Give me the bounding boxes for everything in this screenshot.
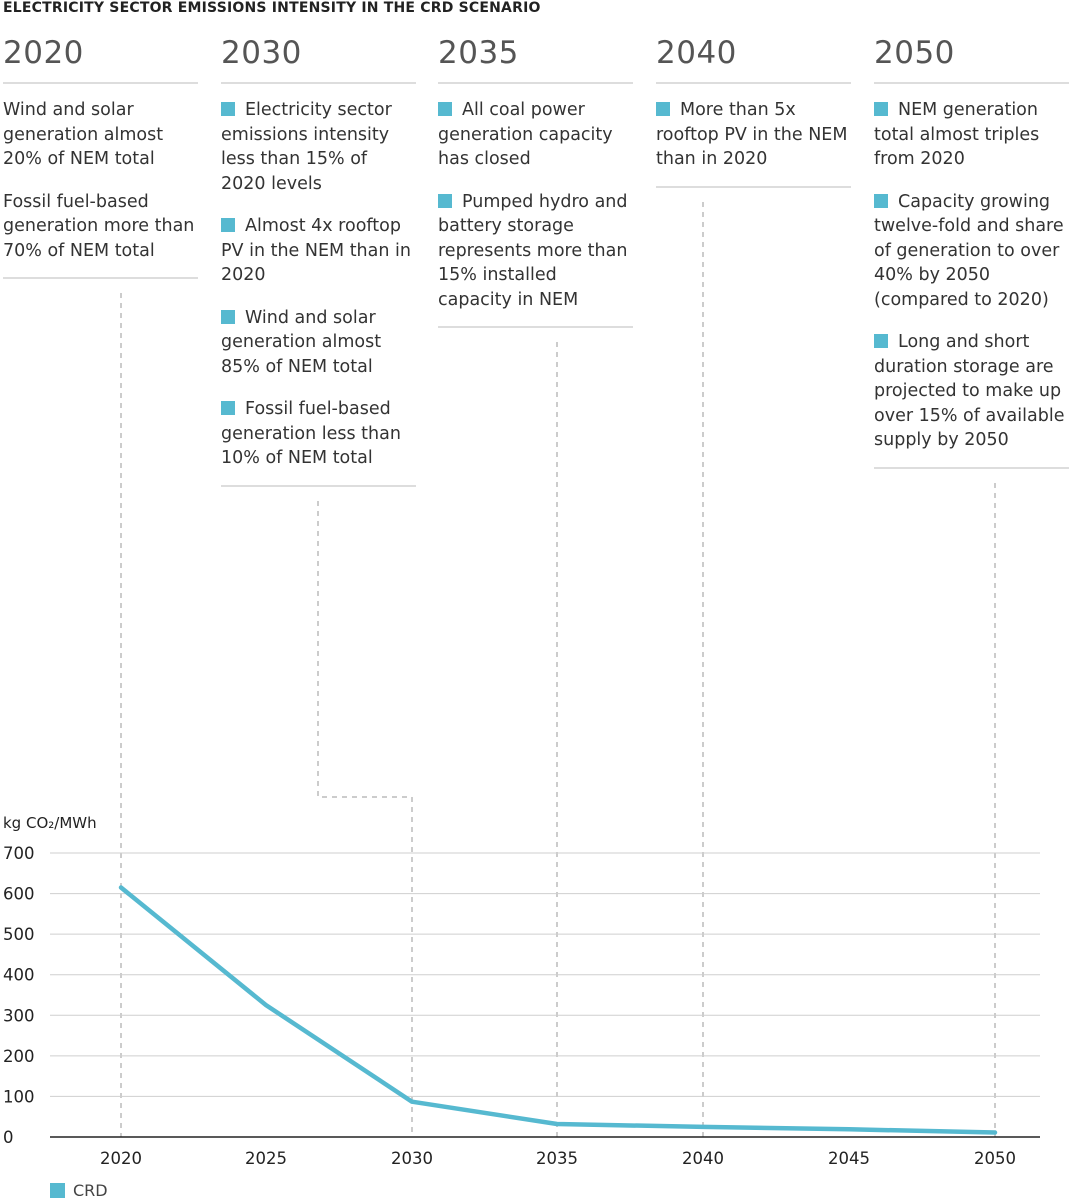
milestone-year: 2040 (656, 30, 851, 84)
series-line-crd (118, 885, 998, 1135)
milestone-2040: 2040 More than 5x rooftop PV in the NEM … (656, 30, 851, 188)
milestone-bullet: Wind and solar generation almost 20% of … (3, 98, 198, 172)
y-axis-unit-label: kg CO₂/MWh (3, 814, 97, 832)
connector-lines (120, 202, 996, 1137)
square-bullet-icon (221, 309, 235, 324)
y-axis-ticks: 0 100 200 300 400 500 600 700 (3, 844, 35, 1147)
milestone-text: Pumped hydro and battery storage represe… (438, 191, 628, 310)
milestone-bullet: Capacity growing twelve-fold and share o… (874, 190, 1069, 313)
x-tick-label: 2040 (682, 1149, 724, 1168)
milestone-year: 2020 (3, 30, 198, 84)
chart-gridlines (50, 852, 1040, 1138)
milestone-text: All coal power generation capacity has c… (438, 100, 613, 169)
milestone-body: More than 5x rooftop PV in the NEM than … (656, 84, 851, 188)
chart-series (118, 885, 998, 1135)
square-bullet-icon (874, 193, 888, 208)
milestone-text: Fossil fuel-based generation less than 1… (221, 399, 401, 468)
milestone-year: 2050 (874, 30, 1069, 84)
chart-legend: CRD (50, 1181, 108, 1200)
square-bullet-icon (656, 102, 670, 116)
x-axis-ticks: 2020 2025 2030 2035 2040 2045 2050 (100, 1149, 1016, 1168)
milestone-bullet: All coal power generation capacity has c… (438, 98, 633, 172)
x-tick-label: 2050 (974, 1149, 1016, 1168)
x-tick-label: 2045 (828, 1149, 870, 1168)
figure-title: ELECTRICITY SECTOR EMISSIONS INTENSITY I… (3, 0, 541, 16)
y-tick-label: 700 (3, 844, 35, 863)
milestone-text: Capacity growing twelve-fold and share o… (874, 191, 1064, 310)
milestone-2030: 2030 Electricity sector emissions intens… (221, 30, 416, 487)
x-tick-label: 2035 (536, 1149, 578, 1168)
square-bullet-icon (874, 334, 888, 348)
y-tick-label: 500 (3, 925, 35, 944)
square-bullet-icon (221, 401, 235, 415)
square-bullet-icon (874, 102, 888, 116)
milestone-body: NEM generation total almost triples from… (874, 84, 1069, 469)
milestone-text: Fossil fuel-based generation more than 7… (3, 191, 195, 261)
milestone-bullet: More than 5x rooftop PV in the NEM than … (656, 98, 851, 172)
milestone-text: Long and short duration storage are proj… (874, 332, 1065, 450)
milestone-text: Wind and solar generation almost 20% of … (3, 100, 164, 169)
y-tick-label: 0 (3, 1128, 14, 1147)
milestone-year: 2035 (438, 30, 633, 84)
milestone-bullet: Almost 4x rooftop PV in the NEM than in … (221, 214, 416, 288)
milestone-bullet: Wind and solar generation almost 85% of … (221, 306, 416, 380)
milestone-body: Electricity sector emissions intensity l… (221, 84, 416, 487)
y-tick-label: 200 (3, 1047, 35, 1066)
y-tick-label: 600 (3, 885, 35, 904)
legend-swatch (50, 1183, 65, 1198)
y-tick-label: 100 (3, 1087, 35, 1106)
milestone-bullet: Electricity sector emissions intensity l… (221, 98, 416, 196)
milestone-2020: 2020 Wind and solar generation almost 20… (3, 30, 198, 279)
milestone-text: NEM generation total almost triples from… (874, 100, 1040, 169)
x-tick-label: 2025 (245, 1149, 287, 1168)
milestone-2035: 2035 All coal power generation capacity … (438, 30, 633, 328)
milestone-bullet: Long and short duration storage are proj… (874, 330, 1069, 453)
square-bullet-icon (221, 218, 235, 232)
x-tick-label: 2020 (100, 1149, 142, 1168)
milestone-body: All coal power generation capacity has c… (438, 84, 633, 328)
milestone-body: Wind and solar generation almost 20% of … (3, 84, 198, 279)
milestone-text: More than 5x rooftop PV in the NEM than … (656, 100, 848, 169)
milestone-bullet: Fossil fuel-based generation less than 1… (221, 397, 416, 471)
milestone-bullet: NEM generation total almost triples from… (874, 98, 1069, 172)
x-tick-label: 2030 (391, 1149, 433, 1168)
milestone-bullet: Fossil fuel-based generation more than 7… (3, 190, 198, 264)
milestone-text: Wind and solar generation almost 85% of … (221, 307, 382, 377)
square-bullet-icon (438, 102, 452, 116)
milestone-2050: 2050 NEM generation total almost triples… (874, 30, 1069, 469)
y-tick-label: 400 (3, 966, 35, 985)
square-bullet-icon (221, 102, 235, 116)
milestone-year: 2030 (221, 30, 416, 84)
milestone-bullet: Pumped hydro and battery storage represe… (438, 190, 633, 313)
y-tick-label: 300 (3, 1006, 35, 1025)
connector-line (317, 501, 413, 1137)
milestone-text: Electricity sector emissions intensity l… (221, 100, 392, 194)
legend-label: CRD (73, 1181, 108, 1200)
square-bullet-icon (438, 193, 452, 208)
milestone-text: Almost 4x rooftop PV in the NEM than in … (221, 216, 411, 285)
